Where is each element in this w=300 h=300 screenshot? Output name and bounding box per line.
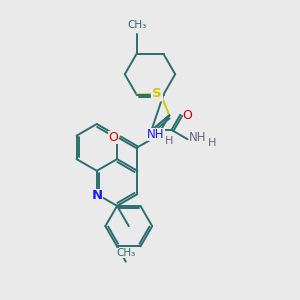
Text: S: S: [152, 87, 162, 100]
Text: H: H: [208, 138, 216, 148]
Text: CH₃: CH₃: [127, 20, 146, 30]
Text: H: H: [165, 136, 173, 146]
Text: O: O: [183, 109, 193, 122]
Text: NH: NH: [147, 128, 165, 141]
Text: CH₃: CH₃: [116, 248, 136, 258]
Text: N: N: [91, 189, 102, 202]
Text: NH: NH: [189, 131, 207, 144]
Text: O: O: [108, 131, 118, 144]
